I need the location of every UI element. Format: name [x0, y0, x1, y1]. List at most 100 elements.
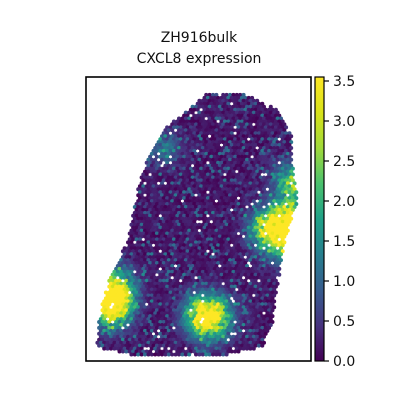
- spot: [151, 296, 156, 301]
- spot: [287, 219, 292, 224]
- spot: [294, 190, 299, 195]
- spot: [231, 281, 236, 286]
- spot: [217, 334, 222, 339]
- spot: [182, 219, 187, 224]
- spot: [139, 323, 144, 327]
- spot: [226, 272, 231, 277]
- spot: [207, 98, 212, 103]
- spot: [163, 169, 168, 174]
- spot: [182, 207, 187, 212]
- spot: [246, 190, 251, 195]
- spot: [120, 331, 125, 336]
- spot: [165, 125, 170, 130]
- spot: [260, 272, 265, 277]
- spot: [154, 172, 159, 177]
- spot: [131, 331, 136, 336]
- spot: [178, 196, 183, 201]
- spot: [265, 323, 270, 327]
- spot: [173, 328, 178, 333]
- spot: [279, 222, 283, 227]
- spot: [178, 349, 183, 354]
- spot: [107, 284, 112, 289]
- spot: [228, 281, 232, 286]
- spot: [267, 219, 272, 224]
- spot: [197, 181, 202, 186]
- spot: [285, 134, 290, 139]
- spot: [236, 125, 241, 130]
- spot: [192, 249, 197, 254]
- spot: [245, 116, 249, 121]
- spot: [105, 305, 110, 310]
- spot: [194, 311, 198, 316]
- spot: [166, 210, 171, 215]
- spot: [139, 216, 144, 221]
- spot: [98, 334, 103, 339]
- spot: [151, 249, 156, 254]
- spot: [141, 213, 146, 218]
- spot: [245, 328, 249, 333]
- spot: [143, 275, 147, 280]
- spot: [144, 237, 149, 242]
- spot: [122, 340, 127, 345]
- spot: [212, 296, 217, 301]
- spot: [129, 281, 134, 286]
- spot: [194, 222, 198, 227]
- spot: [272, 157, 277, 162]
- spot: [258, 146, 263, 150]
- spot: [238, 234, 243, 239]
- spot: [248, 323, 253, 327]
- spot: [256, 196, 261, 201]
- spot: [243, 237, 248, 242]
- spot: [122, 334, 127, 339]
- spot: [136, 205, 141, 209]
- spot: [154, 219, 159, 224]
- spot: [188, 190, 193, 195]
- spot: [188, 331, 193, 336]
- spot: [200, 98, 205, 103]
- spot: [149, 240, 154, 245]
- spot: [229, 137, 234, 142]
- spot: [212, 320, 217, 324]
- spot: [182, 266, 187, 271]
- spot: [219, 190, 224, 195]
- spot: [255, 258, 260, 263]
- spot: [192, 148, 197, 153]
- spot: [248, 258, 253, 263]
- spot: [195, 255, 200, 260]
- spot: [114, 320, 119, 324]
- spot: [267, 160, 272, 165]
- spot: [211, 205, 215, 209]
- spot: [255, 181, 260, 186]
- spot: [214, 352, 219, 357]
- spot: [117, 343, 122, 348]
- spot: [146, 205, 151, 209]
- spot: [243, 143, 248, 147]
- spot: [153, 352, 158, 357]
- spot: [245, 151, 249, 156]
- spot: [221, 216, 226, 221]
- spot: [238, 146, 243, 150]
- spot: [173, 323, 178, 327]
- spot: [146, 193, 151, 198]
- spot: [248, 175, 253, 180]
- spot: [183, 122, 188, 127]
- spot: [267, 184, 272, 189]
- spot: [231, 151, 236, 156]
- spot: [170, 281, 175, 286]
- spot: [185, 202, 190, 206]
- spot: [217, 151, 222, 156]
- spot: [183, 228, 188, 233]
- spot: [205, 107, 210, 112]
- spot: [197, 134, 202, 139]
- spot: [132, 293, 137, 298]
- spot: [248, 157, 253, 162]
- spot: [260, 331, 265, 336]
- spot: [255, 187, 260, 192]
- spot: [146, 234, 151, 239]
- spot: [185, 125, 190, 130]
- spot: [234, 128, 239, 133]
- spot: [188, 349, 193, 354]
- spot: [185, 131, 190, 136]
- spot: [228, 210, 232, 215]
- spot: [241, 110, 246, 115]
